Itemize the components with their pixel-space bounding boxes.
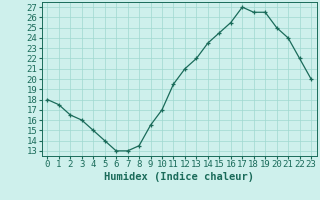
X-axis label: Humidex (Indice chaleur): Humidex (Indice chaleur) [104, 172, 254, 182]
